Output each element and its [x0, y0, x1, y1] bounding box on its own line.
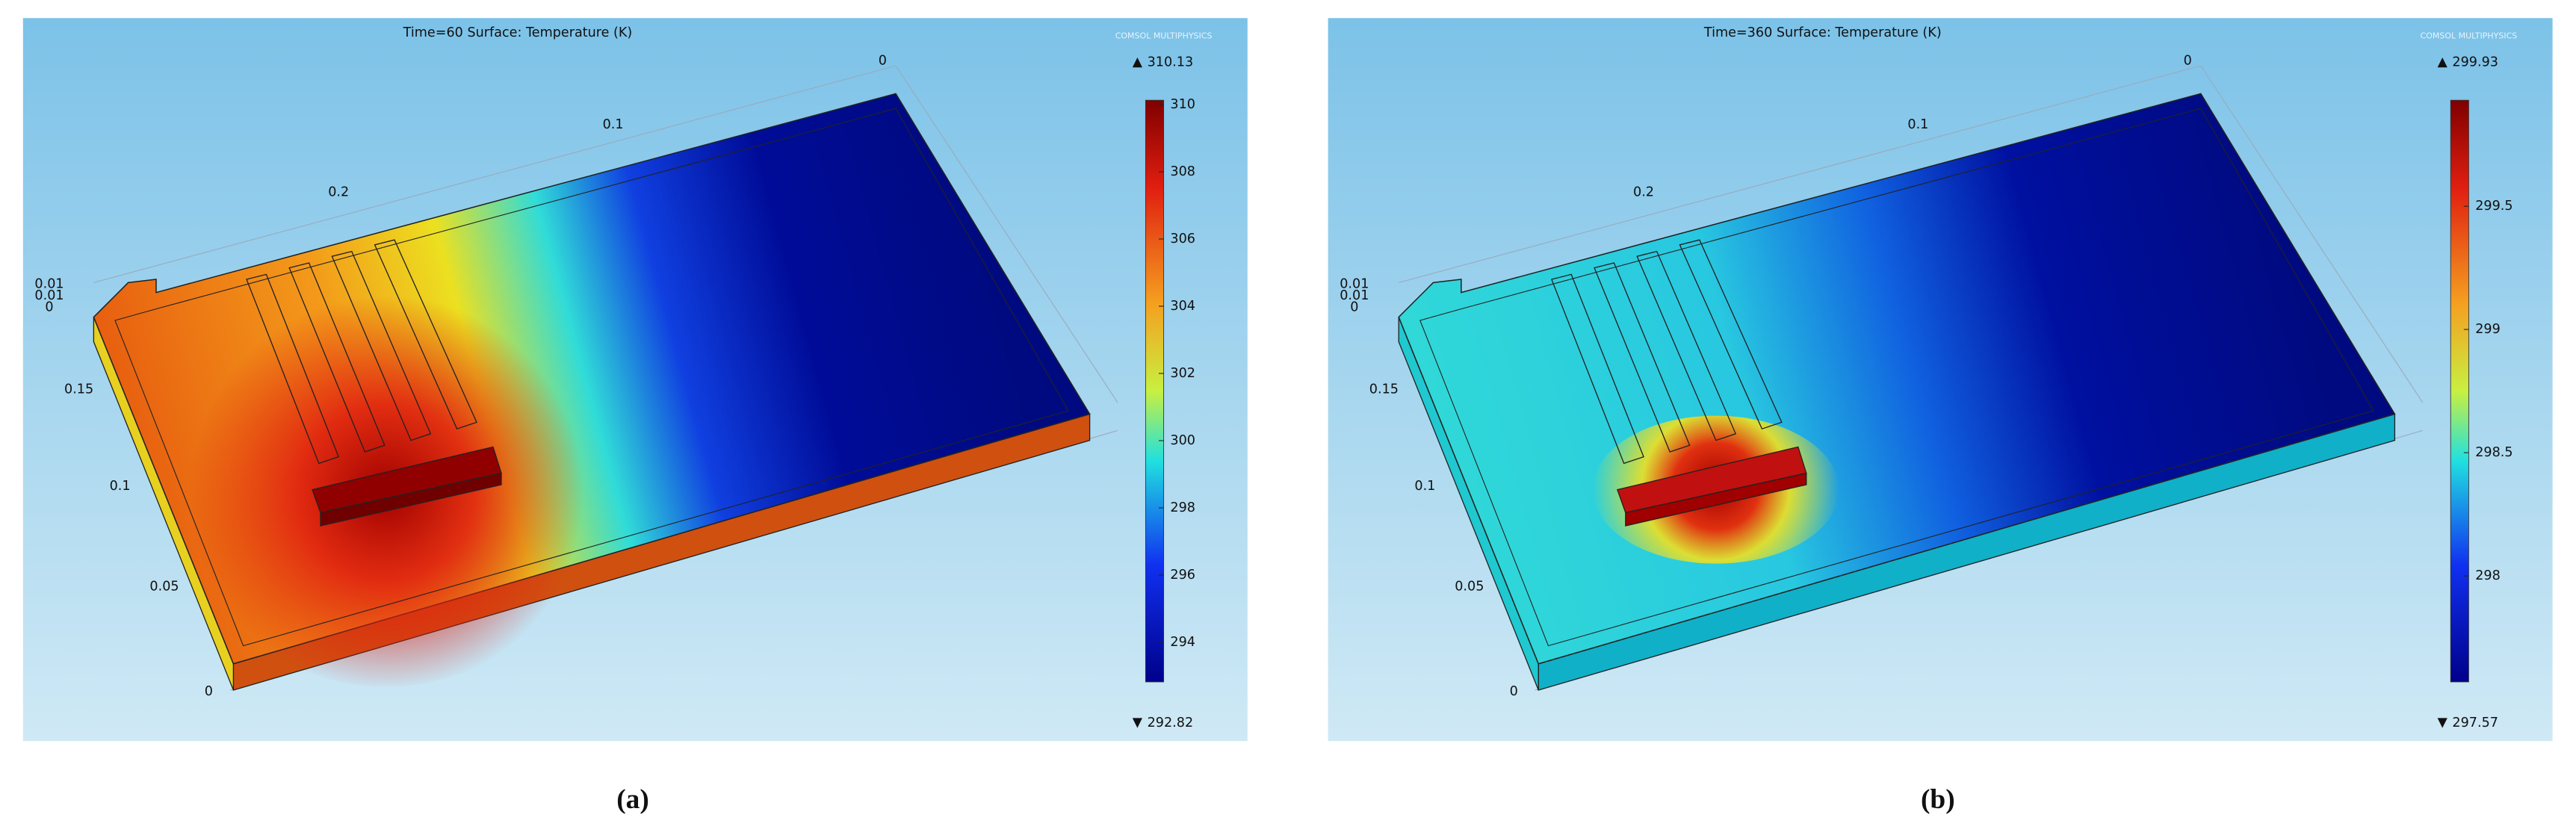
axis-line — [93, 65, 897, 283]
panel-title: Time=360 Surface: Temperature (K) — [1703, 25, 1942, 40]
axis-label: 0.01 — [34, 288, 64, 303]
axis-label: 0.2 — [328, 184, 349, 199]
colorbar-tick-label: 299.5 — [2475, 199, 2512, 214]
axis-label: 0.01 — [1340, 277, 1369, 292]
colorbar — [1145, 99, 1165, 683]
axis-label: 0.15 — [1369, 382, 1399, 397]
axis-label: 0.01 — [34, 277, 64, 292]
caption: (a) — [616, 784, 649, 815]
axis-label: 0 — [1350, 299, 1358, 314]
panel: Time=360 Surface: Temperature (K) COMSOL … — [1328, 18, 2553, 815]
fin — [1679, 239, 1783, 430]
logo: COMSOL MULTIPHYSICS — [2421, 31, 2518, 40]
axis-label: 0.05 — [1455, 579, 1484, 594]
axis-line — [2200, 65, 2424, 403]
colorbar-max-label: 310.13 — [1148, 55, 1194, 70]
colorbar-tick-label: 298.5 — [2475, 445, 2512, 460]
colorbar-tick-label: 304 — [1170, 299, 1195, 314]
colorbar-tick-label: 299 — [2475, 322, 2501, 337]
fin — [246, 273, 340, 465]
min-marker — [1132, 718, 1143, 728]
logo: COMSOL MULTIPHYSICS — [1115, 31, 1213, 40]
axis-label: 0 — [205, 684, 213, 699]
axis-label: 0 — [45, 299, 53, 314]
colorbar-tick-label: 298 — [1170, 500, 1195, 515]
fin — [1550, 273, 1644, 465]
fin — [374, 239, 477, 430]
colorbar-tick-label: 294 — [1170, 635, 1195, 650]
max-marker — [1132, 58, 1143, 68]
colorbar-tick-label: 302 — [1170, 366, 1195, 381]
axis-line — [895, 65, 1118, 403]
colorbar-tick-label: 306 — [1170, 232, 1195, 246]
heater-front — [320, 472, 502, 527]
axis-label: 0.1 — [603, 117, 624, 132]
plate-inner-border — [1419, 108, 2374, 647]
fin — [331, 250, 432, 441]
caption: (b) — [1921, 784, 1955, 815]
colorbar-tick-label: 300 — [1170, 433, 1195, 448]
colorbar — [2450, 99, 2469, 683]
colorbar-min-label: 292.82 — [1148, 716, 1194, 730]
panel-title: Time=60 Surface: Temperature (K) — [403, 25, 633, 40]
fin — [1594, 262, 1691, 453]
axis-label: 0.1 — [110, 479, 131, 494]
axis-label: 0 — [1510, 684, 1518, 699]
axis-label: 0.2 — [1633, 184, 1654, 199]
axis-line — [1399, 65, 2201, 283]
colorbar-tick-label: 310 — [1170, 97, 1195, 112]
max-marker — [2437, 58, 2447, 68]
axis-label: 0.15 — [64, 382, 93, 397]
min-marker — [2437, 718, 2447, 728]
heater-front — [1625, 472, 1807, 527]
colorbar-tick-label: 308 — [1170, 164, 1195, 179]
axis-label: 0.1 — [1907, 117, 1928, 132]
colorbar-max-label: 299.93 — [2452, 55, 2498, 70]
axis-label: 0 — [879, 53, 887, 68]
fin — [288, 262, 386, 453]
plate-inner-border — [114, 108, 1069, 647]
colorbar-min-label: 297.57 — [2452, 716, 2498, 730]
axis-label: 0.01 — [1340, 288, 1369, 303]
axis-label: 0.05 — [149, 579, 179, 594]
fin — [1636, 250, 1737, 441]
axis-label: 0 — [2184, 53, 2192, 68]
axis-label: 0.1 — [1414, 479, 1435, 494]
colorbar-tick-label: 298 — [2475, 568, 2501, 583]
colorbar-tick-label: 296 — [1170, 568, 1195, 583]
panel: Time=60 Surface: Temperature (K) COMSOL M… — [22, 18, 1248, 815]
